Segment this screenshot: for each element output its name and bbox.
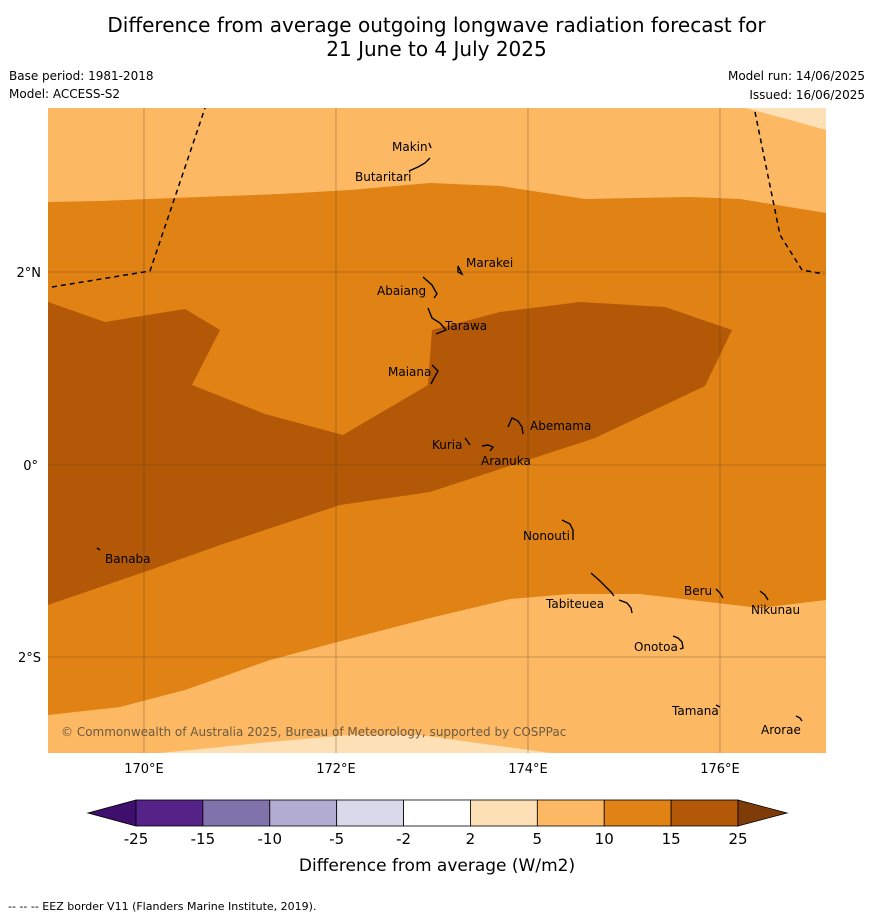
colorbar-tick-label: 25 <box>728 830 747 848</box>
label-tabiteuea: Tabiteuea <box>545 597 604 611</box>
colorbar-tick-label: 15 <box>662 830 681 848</box>
colorbar-tick-label: 10 <box>595 830 614 848</box>
label-nikunau: Nikunau <box>751 603 800 617</box>
x-tick-176e: 176°E <box>700 762 740 777</box>
x-tick-174e: 174°E <box>508 762 548 777</box>
eez-footnote: -- -- -- EEZ border V11 (Flanders Marine… <box>8 900 317 913</box>
colorbar-segment <box>536 799 605 827</box>
axis-labels: 170°E 172°E 174°E 176°E 2°N 0° 2°S <box>17 266 740 777</box>
label-abaiang: Abaiang <box>377 284 426 298</box>
colorbar-extend-low <box>86 799 137 827</box>
eez-border <box>51 108 825 288</box>
x-tick-172e: 172°E <box>316 762 356 777</box>
label-makin: Makin <box>392 140 428 154</box>
base-period: Base period: 1981-2018 <box>9 69 154 83</box>
colorbar-tick-label: 5 <box>533 830 543 848</box>
colorbar-tick-label: -2 <box>396 830 411 848</box>
y-tick-0: 0° <box>23 459 38 474</box>
band-15-25 <box>48 302 732 605</box>
colorbar-segment <box>135 799 204 827</box>
label-tamana: Tamana <box>671 704 719 718</box>
colorbar: -25 -15 -10 -5 -2 2 5 10 15 25 <box>86 799 789 848</box>
colorbar-tick-label: -5 <box>329 830 344 848</box>
colorbar-segment <box>202 799 271 827</box>
band-2-5-northeast <box>745 108 826 130</box>
map-title-line1: Difference from average outgoing longwav… <box>107 13 766 37</box>
label-marakei: Marakei <box>466 256 513 270</box>
label-nonouti: Nonouti <box>523 529 570 543</box>
place-labels: Makin Butaritari Marakei Abaiang Tarawa … <box>105 140 801 737</box>
colorbar-segment <box>603 799 672 827</box>
gridlines <box>48 108 826 753</box>
island-outlines <box>96 142 803 722</box>
label-tarawa: Tarawa <box>444 319 487 333</box>
colorbar-label: Difference from average (W/m2) <box>299 856 575 876</box>
band-2-5-south <box>160 735 550 753</box>
label-aranuka: Aranuka <box>481 454 531 468</box>
colorbar-segment <box>470 799 538 827</box>
label-maiana: Maiana <box>388 365 431 379</box>
colorbar-tick-label: 2 <box>466 830 476 848</box>
map-title-line2: 21 June to 4 July 2025 <box>326 37 547 61</box>
x-tick-170e: 170°E <box>124 762 164 777</box>
label-abemama: Abemama <box>530 419 591 433</box>
label-beru: Beru <box>684 584 712 598</box>
colorbar-segment <box>403 799 471 827</box>
island-makin <box>428 142 432 149</box>
copyright-notice: © Commonwealth of Australia 2025, Bureau… <box>61 725 566 739</box>
label-arorae: Arorae <box>761 723 801 737</box>
colorbar-tick-label: -15 <box>191 830 216 848</box>
colorbar-tick-label: -10 <box>258 830 283 848</box>
colorbar-segment <box>670 799 739 827</box>
colorbar-tick-label: -25 <box>124 830 149 848</box>
colorbar-segment <box>269 799 338 827</box>
colorbar-segment <box>336 799 404 827</box>
label-banaba: Banaba <box>105 552 151 566</box>
band-5-10-south <box>48 594 826 753</box>
y-tick-2s: 2°S <box>18 651 41 666</box>
anomaly-field <box>48 108 826 753</box>
y-tick-2n: 2°N <box>17 266 42 281</box>
band-5-10-north <box>48 108 826 213</box>
label-onotoa: Onotoa <box>634 640 678 654</box>
label-butaritari: Butaritari <box>355 170 412 184</box>
label-kuria: Kuria <box>432 438 463 452</box>
colorbar-extend-high <box>737 799 789 827</box>
model-name: Model: ACCESS-S2 <box>9 87 121 101</box>
model-run: Model run: 14/06/2025 <box>727 69 865 83</box>
issued-date: Issued: 16/06/2025 <box>749 88 865 102</box>
